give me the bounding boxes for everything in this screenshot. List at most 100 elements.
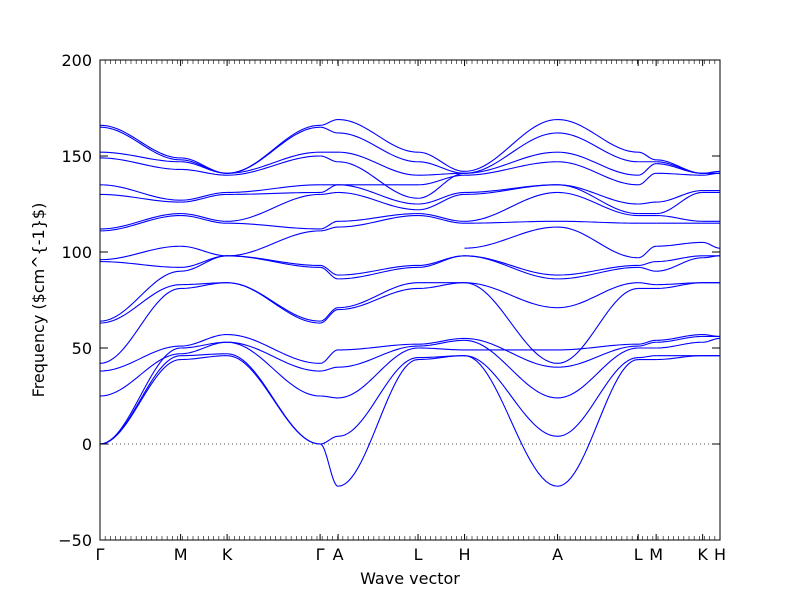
band-line-seg6-band10	[464, 220, 558, 224]
band-line-seg3-band1	[320, 435, 339, 445]
x-tick-label-9: M	[649, 545, 663, 564]
x-tick-label-4: A	[333, 545, 344, 564]
band-line-seg5-band13	[418, 174, 465, 186]
x-tick-label-11: H	[714, 545, 726, 564]
band-line-seg9-band6	[656, 282, 703, 286]
band-line-seg0-band7	[99, 270, 181, 322]
band-line-seg9-band13	[656, 190, 703, 203]
band-line-seg3-band3	[320, 366, 339, 372]
band-line-seg2-band3	[227, 341, 321, 372]
band-line-seg6-band3	[464, 339, 558, 399]
band-line-seg4-band6	[338, 282, 419, 309]
band-line-seg2-band1	[227, 353, 321, 445]
band-line-seg5-band2	[418, 347, 465, 351]
band-line-seg7-band13	[557, 184, 639, 205]
band-line-seg10-band2	[702, 337, 721, 343]
x-tick-label-1: M	[174, 545, 188, 564]
band-line-seg1-band1	[180, 353, 228, 357]
y-tick-label-1: 0	[82, 435, 92, 454]
band-line-seg10-band9	[702, 241, 721, 249]
band-line-seg1-band6	[180, 282, 228, 286]
band-line-seg2-band2	[227, 341, 321, 397]
band-line-seg7-band3	[557, 345, 639, 368]
y-tick-label-2: 50	[72, 339, 92, 358]
band-line-seg5-band11	[418, 193, 465, 211]
band-line-seg1-band8	[180, 255, 228, 268]
x-tick-label-5: L	[414, 545, 423, 564]
band-line-seg1-band10	[180, 214, 228, 224]
band-line-seg0-band11	[99, 213, 181, 230]
band-line-seg7-band10	[557, 220, 639, 224]
band-line-seg3-band17	[320, 118, 339, 126]
band-line-seg9-band3	[656, 335, 703, 343]
x-tick-label-3: Γ	[316, 545, 325, 564]
band-line-seg5-band9	[418, 214, 465, 224]
band-line-seg0-band4	[99, 345, 181, 372]
band-line-seg8-band6	[638, 282, 657, 286]
band-line-seg3-band10	[320, 220, 339, 230]
band-line-seg5-band14	[418, 172, 465, 199]
band-line-seg6-band15	[464, 151, 558, 174]
band-line-seg3-band11	[320, 191, 339, 195]
band-line-seg4-band9	[338, 214, 419, 228]
band-line-seg7-band15	[557, 151, 639, 176]
band-line-seg2-band15	[227, 151, 321, 174]
band-line-seg4-band7	[338, 266, 419, 280]
band-line-seg7-band12	[557, 184, 639, 215]
band-line-seg3-band16	[320, 126, 339, 134]
band-line-seg1-band12	[180, 193, 228, 203]
band-line-seg0-band14	[99, 157, 181, 170]
x-tick-label-10: K	[697, 545, 708, 564]
band-line-seg4-band2	[338, 347, 419, 399]
band-line-seg8-band15	[638, 163, 657, 176]
band-line-seg8-band17	[638, 151, 657, 161]
band-line-seg3-band7	[320, 266, 339, 280]
band-line-seg10-band17	[702, 170, 721, 174]
band-line-seg7-band8	[557, 264, 639, 276]
band-line-seg1-band4	[180, 334, 228, 347]
band-line-seg4-band17	[338, 118, 419, 153]
band-line-seg7-band7	[557, 266, 639, 280]
band-line-seg4-band4	[338, 343, 419, 351]
band-line-seg4-band8	[338, 264, 419, 276]
band-line-seg10-band4	[702, 334, 721, 338]
band-line-seg3-band9	[320, 226, 339, 232]
band-line-seg9-band7	[656, 257, 703, 272]
band-line-seg9-band8	[656, 255, 703, 263]
band-line-seg7-band0	[557, 358, 639, 487]
band-line-seg0-band15	[99, 151, 181, 163]
band-line-seg4-band3	[338, 345, 419, 368]
band-line-seg6-band14	[464, 161, 558, 176]
x-tick-label-0: Γ	[96, 545, 105, 564]
x-tick-label-7: A	[552, 545, 563, 564]
band-line-seg5-band8	[418, 255, 465, 266]
band-line-seg0-band16	[99, 126, 181, 161]
band-line-seg3-band8	[320, 264, 339, 276]
band-line-seg2-band6	[227, 282, 321, 322]
band-line-seg5-band12	[418, 191, 465, 205]
band-line-seg6-band5	[464, 282, 558, 364]
band-line-seg0-band9	[99, 245, 181, 261]
x-tick-label-8: L	[634, 545, 643, 564]
band-line-seg8-band7	[638, 266, 657, 272]
band-line-seg5-band16	[418, 161, 465, 174]
band-line-seg5-band3	[418, 339, 465, 347]
band-line-seg6-band0	[464, 355, 558, 487]
band-line-seg9-band9	[656, 241, 703, 247]
x-tick-label-6: H	[459, 545, 471, 564]
band-line-seg0-band8	[99, 261, 181, 268]
band-line-seg0-band6	[99, 284, 181, 324]
y-tick-label-3: 100	[61, 243, 92, 262]
band-line-seg7-band2	[557, 347, 639, 399]
band-line-seg3-band6	[320, 307, 339, 322]
band-line-seg2-band14	[227, 155, 321, 176]
band-line-seg6-band4	[464, 337, 558, 368]
band-line-seg2-band4	[227, 334, 321, 364]
band-line-seg8-band13	[638, 201, 657, 205]
x-axis-label: Wave vector	[360, 569, 460, 588]
band-line-seg6-band1	[464, 355, 558, 437]
band-line-seg3-band4	[320, 349, 339, 364]
